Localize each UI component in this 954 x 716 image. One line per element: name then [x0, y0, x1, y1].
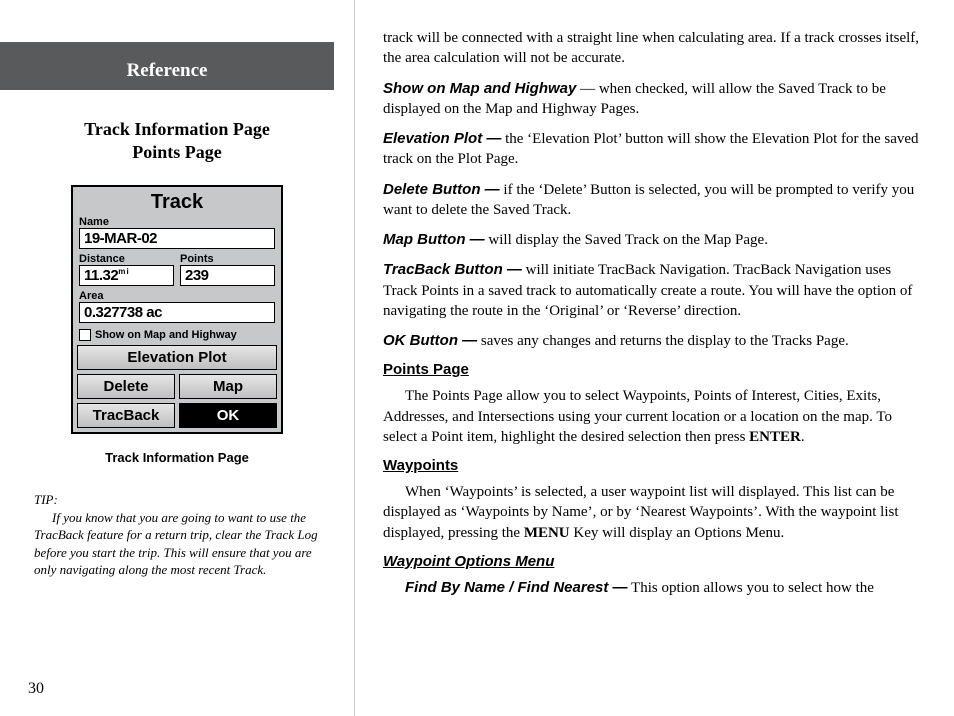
- page-number: 30: [28, 680, 44, 698]
- wp-body-c: Key will display an Options Menu.: [570, 525, 785, 541]
- show-on-map-row[interactable]: Show on Map and Highway: [73, 327, 281, 345]
- tip-label: TIP:: [34, 491, 326, 509]
- tb-term: TracBack Button —: [383, 261, 522, 278]
- manual-page: Reference Track Information Page Points …: [0, 0, 954, 716]
- checkbox-icon[interactable]: [79, 329, 91, 341]
- del-term: Delete Button —: [383, 181, 500, 198]
- map-button-paragraph: Map Button — will display the Saved Trac…: [383, 230, 920, 250]
- menu-key: MENU: [524, 525, 570, 541]
- delete-map-row: Delete Map: [73, 374, 281, 403]
- find-term: Find By Name / Find Nearest —: [405, 579, 628, 596]
- tip-body: If you know that you are going to want t…: [34, 509, 326, 579]
- show-term: Show on Map and Highway: [383, 80, 576, 97]
- device-screenshot: Track Name 19-MAR-02 Distance 11.32m i P…: [71, 185, 283, 434]
- ok-body: saves any changes and returns the displa…: [477, 333, 849, 349]
- distance-label: Distance: [79, 253, 174, 265]
- track-intro-paragraph: track will be connected with a straight …: [383, 28, 920, 69]
- show-on-map-paragraph: Show on Map and Highway — when checked, …: [383, 79, 920, 120]
- elevation-plot-button[interactable]: Elevation Plot: [77, 345, 277, 370]
- right-column: track will be connected with a straight …: [354, 0, 954, 716]
- area-field: 0.327738 ac: [79, 302, 275, 323]
- ok-button-paragraph: OK Button — saves any changes and return…: [383, 331, 920, 351]
- heading-line2: Points Page: [132, 142, 222, 162]
- points-body-c: .: [801, 429, 805, 445]
- show-on-map-label: Show on Map and Highway: [95, 329, 237, 341]
- waypoints-heading: Waypoints: [383, 457, 920, 474]
- area-row: Area 0.327738 ac: [73, 290, 281, 327]
- area-label: Area: [79, 290, 275, 302]
- points-field: 239: [180, 265, 275, 286]
- enter-key: ENTER: [749, 429, 801, 445]
- reference-banner: Reference: [0, 42, 334, 90]
- distance-unit: m i: [118, 267, 128, 276]
- name-label: Name: [79, 216, 275, 228]
- find-body: This option allows you to select how the: [628, 580, 874, 596]
- map-body: will display the Saved Track on the Map …: [485, 232, 768, 248]
- waypoints-body: When ‘Waypoints’ is selected, a user way…: [383, 482, 920, 543]
- points-body-a: The Points Page allow you to select Wayp…: [383, 388, 892, 445]
- distance-field: 11.32m i: [79, 265, 174, 286]
- device-caption: Track Information Page: [0, 450, 354, 465]
- device-title: Track: [73, 187, 281, 216]
- elevation-plot-paragraph: Elevation Plot — the ‘Elevation Plot’ bu…: [383, 129, 920, 170]
- points-label: Points: [180, 253, 275, 265]
- tip-block: TIP: If you know that you are going to w…: [0, 491, 354, 579]
- delete-button-paragraph: Delete Button — if the ‘Delete’ Button i…: [383, 180, 920, 221]
- points-page-heading: Points Page: [383, 361, 920, 378]
- tracback-button-paragraph: TracBack Button — will initiate TracBack…: [383, 260, 920, 321]
- section-heading: Track Information Page Points Page: [0, 118, 354, 163]
- delete-button[interactable]: Delete: [77, 374, 175, 399]
- waypoint-options-heading: Waypoint Options Menu: [383, 553, 920, 570]
- ok-button[interactable]: OK: [179, 403, 277, 428]
- name-row: Name 19-MAR-02: [73, 216, 281, 253]
- heading-line1: Track Information Page: [84, 119, 270, 139]
- left-column: Reference Track Information Page Points …: [0, 0, 354, 716]
- map-term: Map Button —: [383, 231, 485, 248]
- map-button[interactable]: Map: [179, 374, 277, 399]
- distance-value: 11.32: [84, 267, 118, 284]
- name-field[interactable]: 19-MAR-02: [79, 228, 275, 249]
- ok-term: OK Button —: [383, 332, 477, 349]
- elev-term: Elevation Plot —: [383, 130, 501, 147]
- tracback-ok-row: TracBack OK: [73, 403, 281, 432]
- points-page-body: The Points Page allow you to select Wayp…: [383, 386, 920, 447]
- find-by-name-paragraph: Find By Name / Find Nearest — This optio…: [383, 578, 920, 598]
- distance-points-row: Distance 11.32m i Points 239: [73, 253, 281, 290]
- tracback-button[interactable]: TracBack: [77, 403, 175, 428]
